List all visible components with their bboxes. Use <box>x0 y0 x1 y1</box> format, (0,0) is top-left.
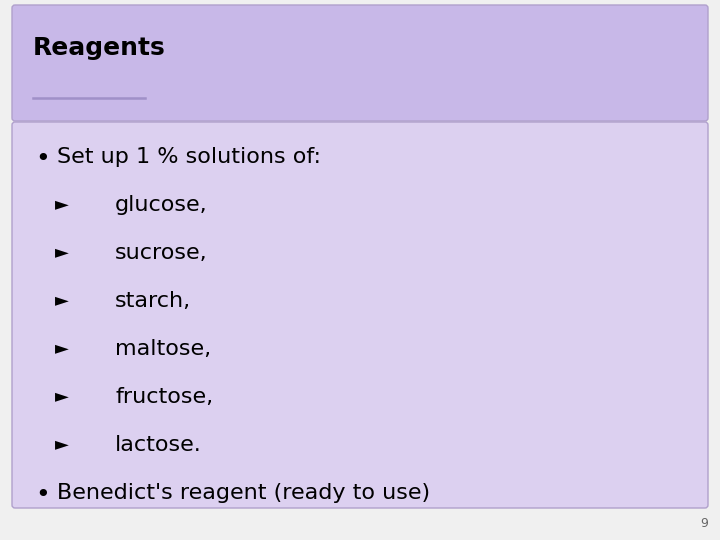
Text: ►: ► <box>55 339 69 357</box>
Text: Reagents: Reagents <box>33 36 166 60</box>
Text: fructose,: fructose, <box>115 387 213 407</box>
Text: lactose.: lactose. <box>115 435 202 455</box>
Text: •: • <box>35 147 50 171</box>
Text: Set up 1 % solutions of:: Set up 1 % solutions of: <box>57 147 321 167</box>
Text: ►: ► <box>55 435 69 453</box>
FancyBboxPatch shape <box>12 122 708 508</box>
FancyBboxPatch shape <box>12 5 708 121</box>
Text: sucrose,: sucrose, <box>115 243 207 263</box>
Text: ►: ► <box>55 387 69 405</box>
Text: 9: 9 <box>700 517 708 530</box>
Text: glucose,: glucose, <box>115 195 207 215</box>
Text: maltose,: maltose, <box>115 339 211 359</box>
Text: ►: ► <box>55 243 69 261</box>
Text: starch,: starch, <box>115 291 191 311</box>
Text: Benedict's reagent (ready to use): Benedict's reagent (ready to use) <box>57 483 430 503</box>
Text: ►: ► <box>55 195 69 213</box>
Text: •: • <box>35 483 50 507</box>
Text: ►: ► <box>55 291 69 309</box>
